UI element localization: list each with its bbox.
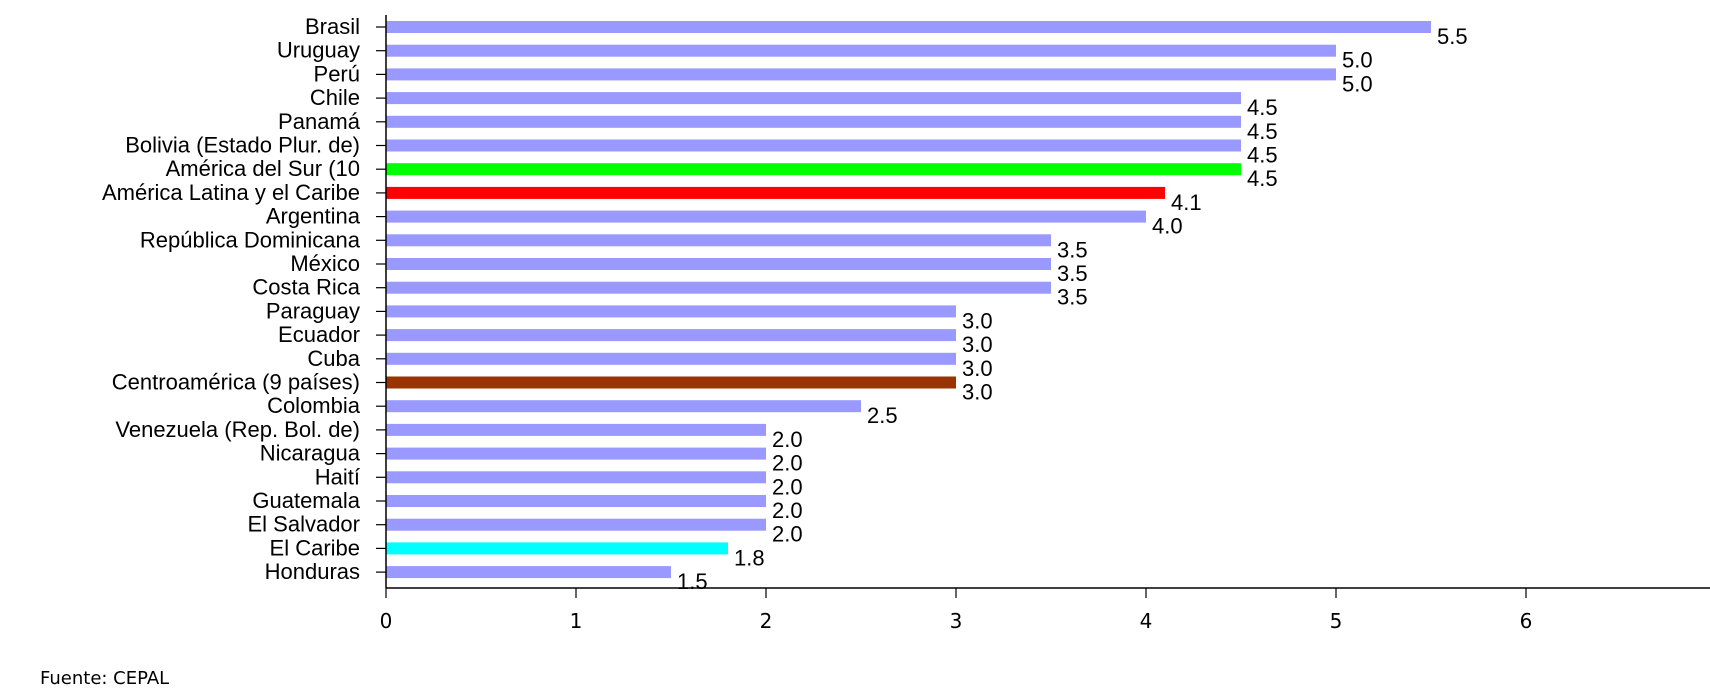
value-label: 2.5	[867, 403, 898, 428]
x-tick-label: 1	[570, 609, 583, 633]
category-label: Uruguay	[277, 38, 360, 63]
bar	[386, 139, 1241, 152]
bars-group	[386, 21, 1431, 579]
bar	[386, 495, 766, 507]
bar	[386, 566, 671, 579]
value-label: 5.5	[1437, 24, 1468, 49]
value-label: 4.5	[1247, 166, 1278, 191]
x-tick-label: 5	[1330, 609, 1343, 633]
bar	[386, 186, 1165, 199]
bar	[386, 471, 766, 484]
bar	[386, 376, 956, 389]
bar	[386, 234, 1051, 247]
bar	[386, 329, 956, 342]
value-label: 5.0	[1342, 71, 1373, 96]
axes-group: 0 1 2 3 4 5 6	[376, 15, 1710, 633]
value-label: 3.0	[962, 356, 993, 381]
bar	[386, 305, 956, 318]
bar	[386, 281, 1051, 294]
bar	[386, 352, 956, 365]
bar	[386, 400, 861, 413]
value-label: 1.8	[734, 545, 765, 570]
value-label: 3.0	[962, 380, 993, 405]
category-label: América Latina y el Caribe	[102, 180, 360, 205]
category-label: Nicaragua	[260, 441, 361, 466]
bar	[386, 447, 766, 460]
value-label: 3.0	[962, 332, 993, 357]
value-label: 4.5	[1247, 119, 1278, 144]
bar	[386, 44, 1336, 57]
category-label: Haití	[315, 464, 360, 489]
value-label: 4.0	[1152, 214, 1183, 239]
value-label: 2.0	[772, 451, 803, 476]
value-label: 3.5	[1057, 237, 1088, 262]
value-label: 1.5	[677, 569, 708, 594]
value-label: 4.5	[1247, 143, 1278, 168]
bar	[386, 542, 728, 555]
category-label: Colombia	[267, 393, 361, 418]
category-label: Costa Rica	[252, 275, 360, 300]
category-label: Cuba	[307, 346, 360, 371]
category-label: El Salvador	[247, 512, 360, 537]
value-label: 3.5	[1057, 261, 1088, 286]
category-label: Chile	[310, 85, 360, 110]
category-label: México	[290, 251, 360, 276]
bar	[386, 92, 1241, 105]
category-label: Centroamérica (9 países)	[112, 370, 360, 395]
bar	[386, 21, 1431, 33]
x-tick-label: 6	[1520, 609, 1533, 633]
bar	[386, 68, 1336, 81]
bar	[386, 258, 1051, 270]
category-label: Guatemala	[252, 488, 360, 513]
bar	[386, 163, 1241, 176]
value-label: 4.5	[1247, 95, 1278, 120]
category-label: Ecuador	[278, 322, 360, 347]
category-label: Panamá	[278, 109, 361, 134]
x-tick-label: 3	[950, 609, 963, 633]
bar	[386, 115, 1241, 128]
category-label: Perú	[314, 61, 360, 86]
value-label: 3.5	[1057, 285, 1088, 310]
category-label: América del Sur (10	[166, 156, 360, 181]
value-label: 3.0	[962, 308, 993, 333]
category-label: Brasil	[305, 14, 360, 39]
value-label: 4.1	[1171, 190, 1202, 215]
value-label: 2.0	[772, 498, 803, 523]
category-label: República Dominicana	[140, 227, 361, 252]
value-label: 5.0	[1342, 48, 1373, 73]
category-label: Argentina	[266, 204, 361, 229]
category-label: El Caribe	[270, 535, 360, 560]
category-label: Bolivia (Estado Plur. de)	[125, 133, 360, 158]
category-label: Paraguay	[266, 298, 360, 323]
bar	[386, 518, 766, 531]
x-tick-label: 2	[760, 609, 773, 633]
source-note: Fuente: CEPAL	[40, 668, 170, 689]
category-label: Honduras	[265, 559, 360, 584]
value-labels-group: 5.55.05.04.54.54.54.54.14.03.53.53.53.03…	[677, 24, 1468, 594]
bar	[386, 210, 1146, 223]
bar	[386, 423, 766, 436]
category-label: Venezuela (Rep. Bol. de)	[115, 417, 360, 442]
x-tick-label: 0	[380, 609, 393, 633]
value-label: 2.0	[772, 522, 803, 547]
value-label: 2.0	[772, 427, 803, 452]
x-tick-label: 4	[1140, 609, 1153, 633]
value-label: 2.0	[772, 474, 803, 499]
